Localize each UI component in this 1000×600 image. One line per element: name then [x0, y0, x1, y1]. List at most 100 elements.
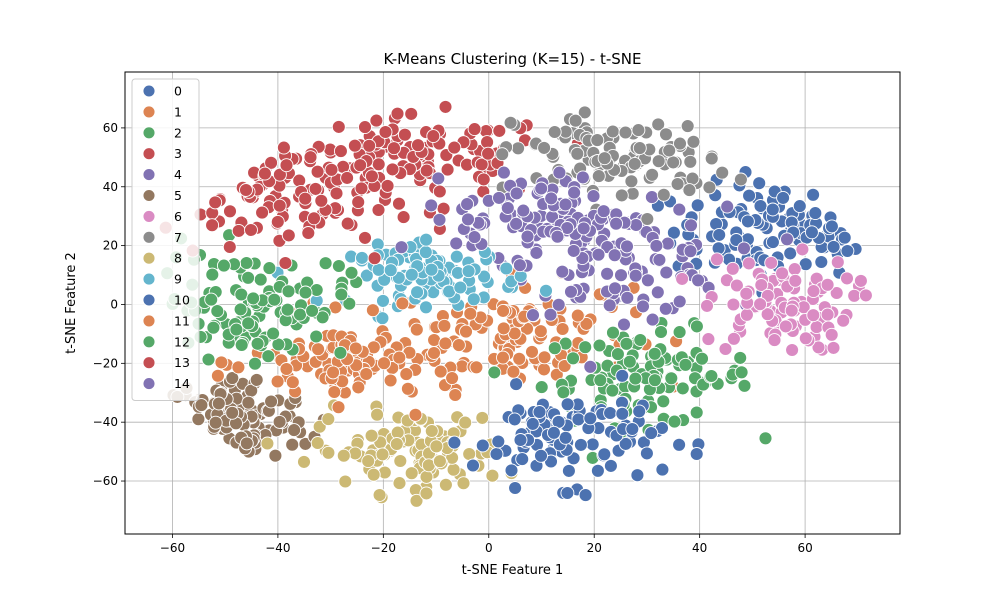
scatter-point: [826, 239, 841, 254]
scatter-point: [239, 183, 253, 197]
scatter-point: [591, 247, 606, 262]
scatter-point: [205, 267, 220, 282]
scatter-point: [389, 437, 404, 451]
scatter-point: [467, 122, 482, 137]
scatter-point: [375, 447, 390, 462]
scatter-point: [477, 269, 492, 284]
scatter-point: [432, 184, 447, 199]
scatter-point: [241, 316, 256, 331]
scatter-point: [858, 288, 873, 303]
scatter-point: [547, 125, 562, 139]
scatter-point: [210, 368, 225, 383]
scatter-point: [418, 245, 433, 260]
scatter-point: [496, 165, 511, 180]
y-tick-label: 20: [103, 239, 118, 253]
scatter-point: [647, 373, 662, 388]
scatter-point: [392, 196, 406, 211]
scatter-point: [628, 371, 643, 386]
series-13: [158, 138, 451, 270]
scatter-point: [208, 415, 223, 430]
scatter-point: [385, 162, 400, 177]
scatter-point: [753, 297, 768, 312]
scatter-point: [309, 329, 324, 344]
scatter-point: [775, 266, 790, 281]
scatter-point: [603, 406, 618, 420]
scatter-point: [533, 324, 548, 339]
scatter-point: [778, 319, 793, 334]
scatter-point: [829, 286, 844, 300]
scatter-point: [666, 225, 681, 240]
scatter-point: [600, 266, 615, 281]
scatter-point: [410, 285, 425, 300]
scatter-point: [678, 357, 693, 372]
scatter-point: [689, 405, 704, 420]
scatter-point: [656, 187, 671, 202]
scatter-point: [315, 310, 330, 325]
scatter-point: [509, 216, 524, 231]
scatter-point: [225, 405, 240, 420]
scatter-point: [615, 406, 630, 421]
scatter-point: [560, 486, 575, 500]
legend-marker: [142, 251, 156, 265]
scatter-point: [666, 155, 681, 170]
scatter-point: [387, 141, 401, 156]
scatter-point: [383, 373, 398, 388]
scatter-point: [432, 212, 447, 227]
x-tick-label: 60: [797, 541, 812, 555]
scatter-point: [447, 435, 462, 450]
scatter-point: [725, 261, 740, 276]
scatter-point: [424, 198, 439, 213]
scatter-point: [340, 170, 355, 185]
scatter-point: [659, 127, 673, 142]
scatter-point: [380, 178, 395, 193]
scatter-point: [264, 394, 279, 409]
scatter-point: [566, 243, 581, 258]
scatter-point: [225, 371, 240, 386]
scatter-point: [654, 325, 668, 339]
legend-label: 11: [174, 313, 190, 328]
scatter-point: [233, 302, 248, 317]
scatter-point: [467, 230, 482, 245]
scatter-point: [627, 156, 642, 171]
scatter-point: [429, 439, 444, 454]
scatter-point: [191, 412, 206, 427]
scatter-point: [301, 226, 316, 240]
scatter-point: [355, 250, 369, 265]
scatter-point: [257, 166, 272, 181]
y-tick-label: 0: [110, 297, 118, 311]
scatter-point: [393, 454, 408, 468]
scatter-point: [272, 198, 287, 213]
scatter-point: [683, 244, 698, 259]
scatter-point: [419, 469, 434, 484]
scatter-point: [808, 206, 823, 221]
legend-label: 0: [174, 84, 182, 99]
scatter-point: [658, 301, 673, 316]
scatter-point: [639, 446, 654, 461]
scatter-point: [570, 146, 585, 161]
y-tick-label: 60: [103, 121, 118, 135]
scatter-point: [684, 218, 698, 233]
scatter-point: [617, 317, 631, 332]
legend-marker: [142, 209, 156, 223]
legend-label: 1: [174, 104, 182, 119]
scatter-point: [348, 341, 363, 356]
scatter-point: [287, 423, 302, 438]
scatter-point: [806, 187, 821, 202]
scatter-point: [776, 190, 791, 205]
scatter-point: [614, 188, 629, 203]
legend-marker: [142, 293, 156, 307]
scatter-point: [632, 404, 647, 419]
scatter-point: [656, 394, 671, 409]
scatter-point: [670, 177, 685, 191]
scatter-point: [651, 154, 666, 169]
scatter-point: [359, 367, 374, 381]
scatter-point: [567, 185, 582, 200]
scatter-point: [268, 448, 283, 463]
scatter-point: [520, 229, 535, 244]
y-axis-label: t-SNE Feature 2: [64, 252, 79, 354]
scatter-point: [459, 324, 473, 339]
scatter-point: [392, 350, 407, 365]
scatter-point: [298, 191, 313, 206]
scatter-point: [392, 476, 407, 491]
